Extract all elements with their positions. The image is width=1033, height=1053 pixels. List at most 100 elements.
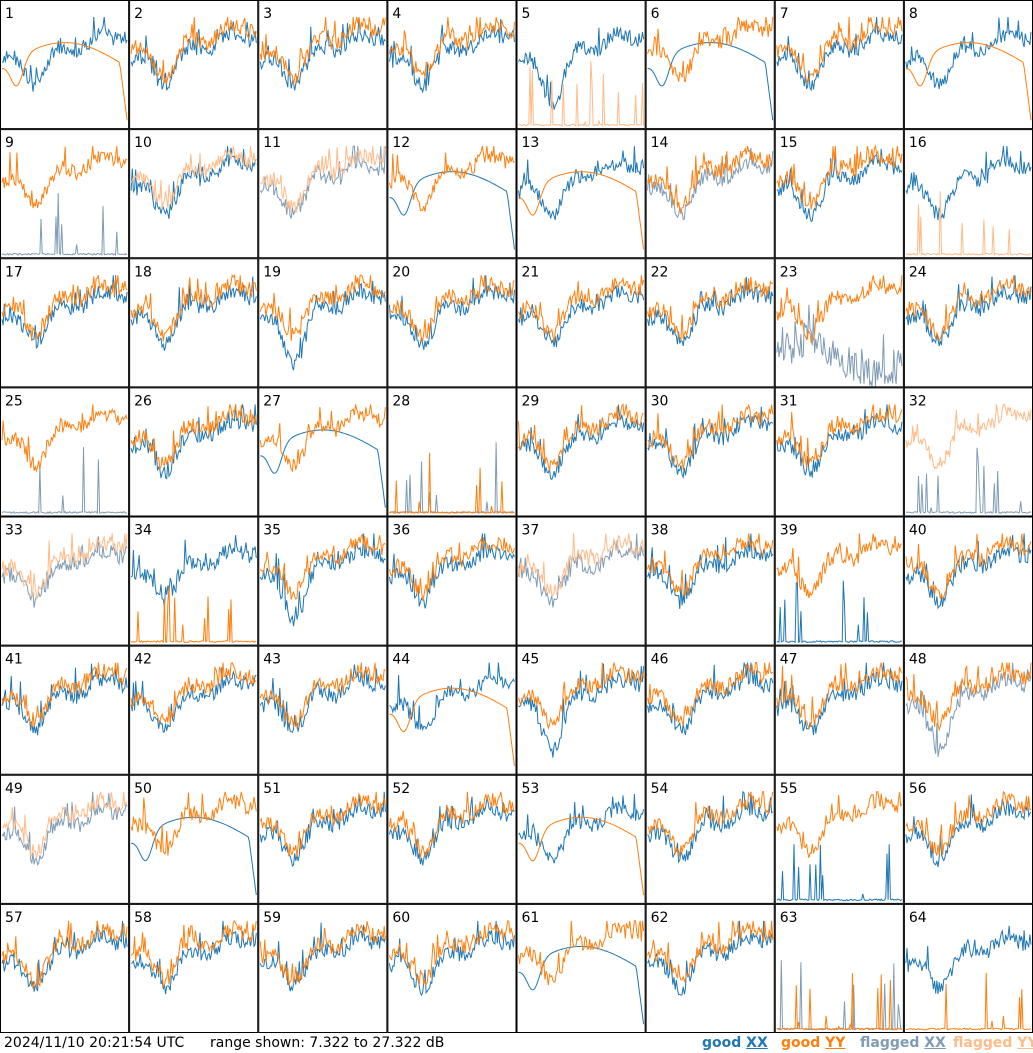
- panel-3: 3: [258, 0, 388, 130]
- timestamp-label: 2024/11/10 20:21:54 UTC: [4, 1035, 185, 1051]
- panel-37-yy-line: [518, 533, 645, 597]
- panel-8-frame: [903, 0, 1033, 130]
- panel-25-frame: [0, 387, 130, 517]
- panel-47-frame: [774, 645, 904, 775]
- panel-23-yy-line: [776, 275, 903, 344]
- legend-flagged-xx: flagged XX: [860, 1035, 946, 1051]
- panel-2-number: 2: [134, 6, 143, 22]
- panel-23: 23: [774, 258, 904, 388]
- panel-21: 21: [516, 258, 646, 388]
- panel-12-frame: [387, 129, 517, 259]
- panel-20-yy-line: [389, 275, 515, 343]
- panel-51-number: 51: [263, 781, 281, 797]
- legend-flagged-yy: flagged YY: [953, 1035, 1033, 1051]
- panel-40-number: 40: [909, 523, 927, 539]
- panel-3-number: 3: [263, 6, 272, 22]
- panel-30-frame: [645, 387, 775, 517]
- panel-16-yy-line: [905, 191, 1032, 257]
- panel-45-number: 45: [522, 652, 540, 668]
- panel-14-xx-line: [647, 147, 774, 221]
- panel-39-number: 39: [780, 523, 798, 539]
- panel-49-frame: [0, 774, 130, 904]
- panel-40-yy-line: [905, 533, 1032, 600]
- panel-53-yy-line: [518, 816, 645, 896]
- panel-35: 35: [258, 516, 388, 646]
- panel-24: 24: [903, 258, 1033, 388]
- panel-12-number: 12: [392, 135, 410, 151]
- panel-31: 31: [774, 387, 904, 517]
- panel-35-yy-line: [259, 533, 386, 600]
- panel-40-xx-line: [905, 533, 1032, 610]
- panel-4-frame: [387, 0, 517, 130]
- legend-flagged-yy-word: flagged: [953, 1035, 1013, 1051]
- panel-30: 30: [645, 387, 775, 517]
- panel-36-xx-line: [388, 533, 515, 609]
- panel-17-xx-line: [1, 275, 128, 350]
- panel-25: 25: [0, 387, 130, 517]
- panel-14-number: 14: [651, 135, 669, 151]
- panel-22: 22: [645, 258, 775, 388]
- panel-54: 54: [645, 774, 775, 904]
- panel-31-xx-line: [776, 404, 903, 478]
- panel-45-frame: [516, 645, 646, 775]
- panel-39-xx-line: [776, 580, 902, 644]
- panel-56-xx-line: [905, 794, 1032, 868]
- panel-19-yy-line: [259, 274, 386, 341]
- panel-35-number: 35: [263, 523, 281, 539]
- legend-good-yy: good YY: [781, 1035, 845, 1051]
- panel-29-yy-line: [518, 403, 644, 472]
- panel-51-frame: [258, 774, 388, 904]
- panel-54-frame: [645, 774, 775, 904]
- panel-35-xx-line: [259, 533, 386, 627]
- panel-64-yy-line: [905, 972, 1032, 1031]
- panel-52-number: 52: [392, 781, 410, 797]
- panel-59-frame: [258, 903, 388, 1033]
- panel-48: 48: [903, 645, 1033, 775]
- panel-46: 46: [645, 645, 775, 775]
- panel-11-number: 11: [263, 135, 281, 151]
- panel-50: 50: [129, 774, 259, 904]
- panel-9-xx-line: [1, 193, 128, 257]
- panel-49-xx-line: [1, 791, 128, 866]
- panel-41-frame: [0, 645, 130, 775]
- panel-28-number: 28: [392, 393, 410, 409]
- panel-60-yy-line: [388, 920, 515, 986]
- panel-26-yy-line: [130, 404, 257, 470]
- panel-1: 1: [0, 0, 130, 130]
- panel-15-xx-line: [776, 148, 903, 223]
- panel-63-frame: [774, 903, 904, 1033]
- panel-31-frame: [774, 387, 904, 517]
- panel-17-yy-line: [1, 275, 128, 341]
- panel-31-number: 31: [780, 393, 798, 409]
- panel-60-frame: [387, 903, 517, 1033]
- panel-55: 55: [774, 774, 904, 904]
- panel-1-number: 1: [5, 6, 14, 22]
- panel-32-xx-line: [905, 447, 1032, 515]
- panel-23-xx-line: [776, 304, 903, 387]
- panel-46-frame: [645, 645, 775, 775]
- panel-18-xx-line: [130, 276, 257, 351]
- panel-47-xx-line: [776, 662, 903, 736]
- panel-56-yy-line: [905, 790, 1032, 856]
- panel-40: 40: [903, 516, 1033, 646]
- panel-32-yy-line: [905, 403, 1032, 470]
- panel-64-number: 64: [909, 910, 927, 926]
- panel-8-yy-line: [905, 42, 1032, 121]
- panel-24-number: 24: [909, 264, 927, 280]
- panel-10-number: 10: [134, 135, 152, 151]
- panel-62: 62: [645, 903, 775, 1033]
- panel-19-xx-line: [259, 280, 386, 371]
- panel-36-number: 36: [392, 523, 410, 539]
- panel-46-xx-line: [647, 662, 774, 736]
- panel-22-number: 22: [651, 264, 669, 280]
- legend-good-xx-word: good: [702, 1035, 742, 1051]
- panel-28-xx-line: [389, 442, 515, 515]
- panel-28-yy-line: [389, 452, 515, 515]
- legend-flagged-xx-pol: XX: [924, 1035, 946, 1051]
- panel-7: 7: [774, 0, 904, 130]
- panel-27-xx-line: [260, 429, 386, 508]
- legend-good-yy-word: good: [781, 1035, 821, 1051]
- panel-62-frame: [645, 903, 775, 1033]
- panel-6-xx-line: [647, 42, 774, 121]
- panel-25-xx-line: [1, 447, 128, 515]
